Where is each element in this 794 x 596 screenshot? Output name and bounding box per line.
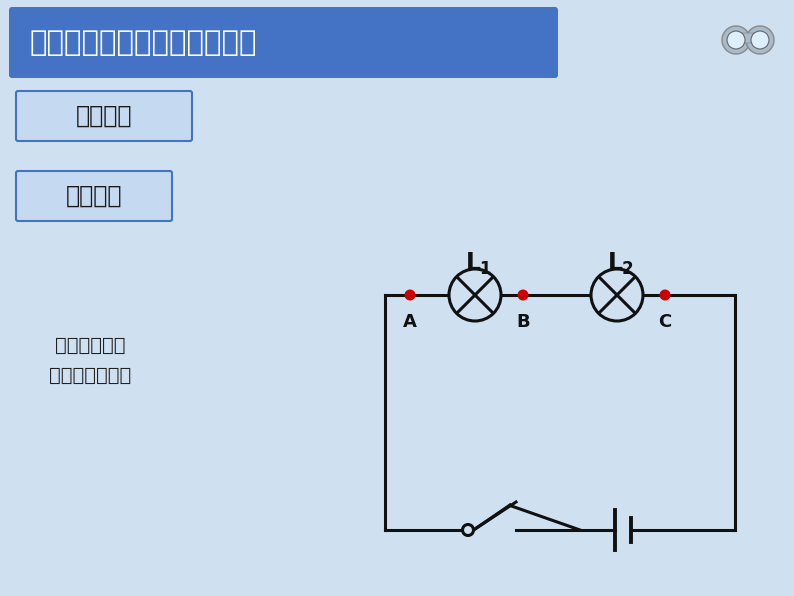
Text: 猜想假设: 猜想假设 xyxy=(75,104,133,128)
FancyBboxPatch shape xyxy=(741,33,755,43)
Text: A: A xyxy=(403,313,417,331)
Text: L: L xyxy=(607,251,622,275)
FancyBboxPatch shape xyxy=(16,171,172,221)
Circle shape xyxy=(404,290,415,300)
Text: B: B xyxy=(516,313,530,331)
FancyBboxPatch shape xyxy=(9,7,558,78)
Circle shape xyxy=(746,26,774,54)
Text: C: C xyxy=(658,313,672,331)
FancyBboxPatch shape xyxy=(16,91,192,141)
Circle shape xyxy=(518,290,529,300)
Circle shape xyxy=(727,31,745,49)
Text: 设计实验: 设计实验 xyxy=(66,184,122,208)
Text: 一、探究串联电路电压的规律: 一、探究串联电路电压的规律 xyxy=(30,29,257,57)
Circle shape xyxy=(591,269,643,321)
Text: 设计实验电路: 设计实验电路 xyxy=(55,336,125,355)
Circle shape xyxy=(660,290,670,300)
Text: 1: 1 xyxy=(480,260,491,278)
Text: 并画出电路图。: 并画出电路图。 xyxy=(49,365,131,384)
Circle shape xyxy=(462,524,473,535)
Circle shape xyxy=(751,31,769,49)
Circle shape xyxy=(722,26,750,54)
Text: L: L xyxy=(465,251,480,275)
Text: 2: 2 xyxy=(621,260,633,278)
Circle shape xyxy=(449,269,501,321)
